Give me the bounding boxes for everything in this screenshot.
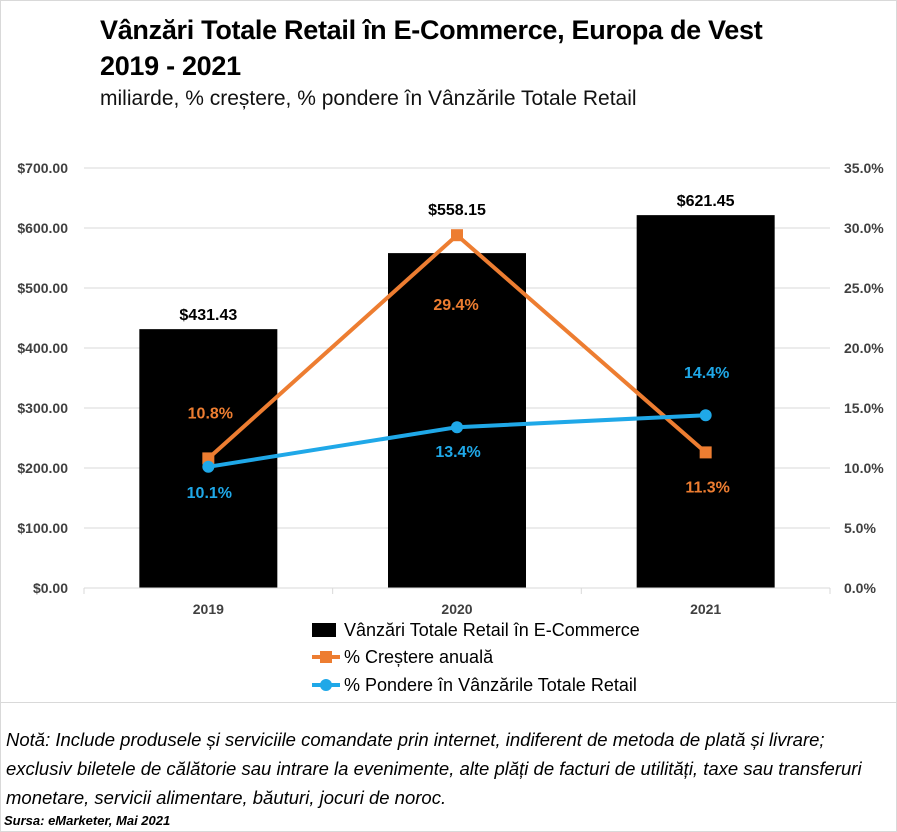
y-right-tick-label: 15.0% xyxy=(844,400,884,416)
legend-marker-growth xyxy=(320,651,332,663)
bars xyxy=(139,215,775,589)
legend: Vânzări Totale Retail în E-Commerce % Cre… xyxy=(312,620,640,695)
note-divider xyxy=(0,702,897,703)
y-left-tick-label: $400.00 xyxy=(17,340,68,356)
bar-value-label: $431.43 xyxy=(179,307,237,324)
legend-label-bars: Vânzări Totale Retail în E-Commerce xyxy=(344,620,640,640)
y-left-tick-label: $500.00 xyxy=(17,280,68,296)
y-right-tick-label: 5.0% xyxy=(844,520,876,536)
chart-title: Vânzări Totale Retail în E-Commerce, Eur… xyxy=(100,12,880,84)
share-value-label: 10.1% xyxy=(187,485,232,502)
source-line: Sursa: eMarketer, Mai 2021 xyxy=(4,813,171,828)
share-marker xyxy=(202,460,215,473)
y-left-tick-label: $600.00 xyxy=(17,220,68,236)
data-labels: $431.43 $558.15 $621.45 10.8% 29.4% 11.3% 10.1… xyxy=(179,193,734,502)
y-left-tick-label: $700.00 xyxy=(17,160,68,176)
x-tick-label: 2020 xyxy=(441,601,472,617)
share-marker xyxy=(451,421,463,434)
y-left-tick-label: $100.00 xyxy=(17,520,68,536)
share-marker xyxy=(699,409,712,422)
y-left-tick-label: $0.00 xyxy=(33,580,68,596)
chart-subtitle: miliarde, % creștere, % pondere în Vânză… xyxy=(100,87,637,110)
y-right-tick-label: 25.0% xyxy=(844,280,884,296)
growth-marker xyxy=(699,446,712,459)
legend-marker-share xyxy=(320,679,332,691)
legend-swatch-bars xyxy=(312,623,336,637)
y-right-tick-label: 30.0% xyxy=(844,220,884,236)
legend-label-growth: % Creștere anuală xyxy=(344,647,494,667)
lines xyxy=(202,229,712,473)
x-tick-label: 2021 xyxy=(690,601,721,617)
bar-value-label: $558.15 xyxy=(428,202,486,219)
share-value-label: 13.4% xyxy=(435,444,480,461)
legend-label-share: % Pondere în Vânzările Totale Retail xyxy=(344,675,637,695)
y-right-tick-label: 0.0% xyxy=(844,580,876,596)
growth-value-label: 29.4% xyxy=(433,297,478,314)
growth-marker xyxy=(202,452,215,465)
y-right-tick-label: 10.0% xyxy=(844,460,884,476)
combo-chart: $431.43 $558.15 $621.45 10.8% 29.4% 11.3% 10.1… xyxy=(17,160,884,695)
y-left-tick-label: $300.00 xyxy=(17,400,68,416)
growth-value-label: 11.3% xyxy=(685,479,729,496)
share-value-label: 14.4% xyxy=(684,365,729,382)
y-right-tick-label: 35.0% xyxy=(844,160,884,176)
growth-marker xyxy=(451,229,463,242)
y-right-tick-label: 20.0% xyxy=(844,340,884,356)
axes: $0.00 0.0% $100.00 5.0% $200.00 10.0% $300.00 1… xyxy=(17,160,884,617)
chart-title-line-2: 2019 - 2021 xyxy=(100,51,241,81)
bar-2020 xyxy=(388,253,526,589)
y-left-tick-label: $200.00 xyxy=(17,460,68,476)
chart-title-line-1: Vânzări Totale Retail în E-Commerce, Eur… xyxy=(100,15,763,45)
growth-value-label: 10.8% xyxy=(188,405,233,422)
bar-value-label: $621.45 xyxy=(677,193,735,210)
footnote: Notă: Include produsele și serviciile co… xyxy=(6,729,862,808)
x-tick-label: 2019 xyxy=(193,601,224,617)
bar-2021 xyxy=(636,215,775,588)
